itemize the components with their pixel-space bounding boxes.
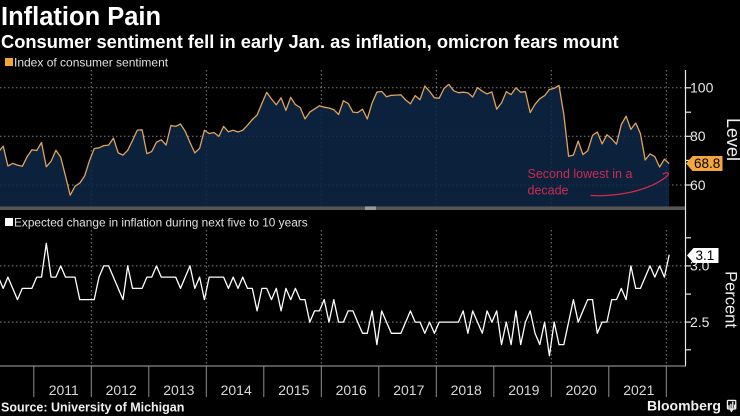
svg-text:Index of consumer sentiment: Index of consumer sentiment bbox=[14, 56, 169, 70]
svg-text:80: 80 bbox=[690, 128, 706, 144]
svg-text:Inflation Pain: Inflation Pain bbox=[1, 3, 161, 31]
svg-text:Source: University of Michigan: Source: University of Michigan bbox=[1, 401, 184, 415]
svg-text:100: 100 bbox=[690, 80, 714, 96]
svg-text:68.8: 68.8 bbox=[694, 156, 720, 171]
svg-text:2015: 2015 bbox=[278, 382, 309, 398]
svg-text:2014: 2014 bbox=[221, 382, 252, 398]
svg-text:60: 60 bbox=[690, 177, 706, 193]
svg-text:Expected change in inflation d: Expected change in inflation during next… bbox=[14, 216, 308, 230]
svg-text:Bloomberg: Bloomberg bbox=[647, 398, 721, 414]
svg-text:2012: 2012 bbox=[106, 382, 137, 398]
svg-text:2.5: 2.5 bbox=[690, 314, 710, 330]
svg-text:decade: decade bbox=[528, 184, 569, 198]
svg-text:2020: 2020 bbox=[566, 382, 597, 398]
svg-text:Percent: Percent bbox=[722, 271, 740, 328]
svg-text:2018: 2018 bbox=[451, 382, 482, 398]
svg-text:2016: 2016 bbox=[336, 382, 367, 398]
svg-text:2013: 2013 bbox=[163, 382, 194, 398]
svg-text:Second lowest in a: Second lowest in a bbox=[528, 167, 633, 181]
svg-text:2019: 2019 bbox=[508, 382, 539, 398]
svg-text:2017: 2017 bbox=[393, 382, 424, 398]
svg-text:Consumer sentiment fell in ear: Consumer sentiment fell in early Jan. as… bbox=[1, 31, 619, 52]
svg-text:2011: 2011 bbox=[49, 382, 79, 398]
svg-text:Level: Level bbox=[723, 118, 740, 161]
svg-text:3.1: 3.1 bbox=[696, 248, 715, 263]
svg-text:2021: 2021 bbox=[623, 382, 654, 398]
